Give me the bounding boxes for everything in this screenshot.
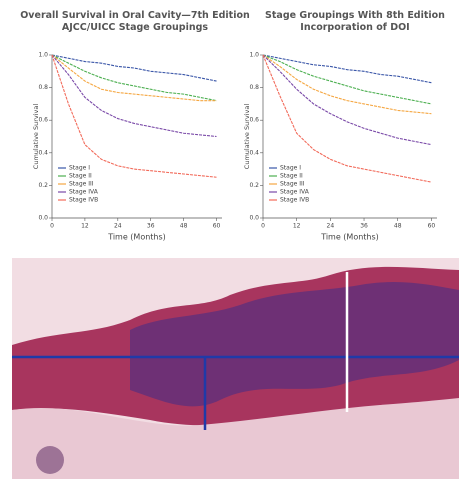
x-tick-label: 0 [261, 223, 265, 230]
survival-line [262, 54, 432, 105]
survival-line [262, 54, 432, 115]
y-tick-label: 0.4 [249, 149, 259, 156]
legend-label: Stage IVA [280, 189, 310, 196]
x-tick-label: 24 [114, 223, 122, 230]
x-tick-label: 24 [327, 223, 335, 230]
y-tick-label: 0.0 [249, 215, 259, 222]
x-tick-label: 48 [394, 223, 402, 230]
survival-line [262, 54, 432, 146]
y-tick-label: 0.2 [38, 182, 48, 189]
legend-label: Stage I [280, 165, 301, 172]
survival-line [51, 54, 217, 178]
legend-label: Stage III [280, 181, 305, 188]
y-tick-label: 0.6 [38, 117, 48, 124]
y-tick-label: 0.2 [249, 182, 259, 189]
legend-label: Stage II [69, 173, 92, 180]
x-tick-label: 48 [180, 223, 188, 230]
y-tick-label: 0.8 [249, 84, 259, 91]
legend-label: Stage I [69, 165, 90, 172]
y-tick-label: 0.6 [249, 117, 259, 124]
legend-label: Stage IVB [69, 197, 98, 204]
survival-line [262, 54, 432, 84]
x-tick-label: 12 [293, 223, 301, 230]
chart-title: Overall Survival in Oral Cavity—7th Edit… [20, 10, 250, 33]
chart-title: Stage Groupings With 8th Edition Incorpo… [265, 10, 445, 33]
survival-line [51, 54, 217, 138]
y-tick-label: 1.0 [249, 52, 259, 59]
x-tick-label: 12 [81, 223, 89, 230]
legend-label: Stage II [280, 173, 303, 180]
legend-label: Stage IVA [69, 189, 99, 196]
x-tick-label: 60 [213, 223, 221, 230]
tissue-fragment [36, 446, 64, 474]
y-tick-label: 0.4 [38, 149, 48, 156]
histology-image [12, 258, 459, 479]
y-tick-label: 0.8 [38, 84, 48, 91]
dysplastic-region [130, 282, 459, 407]
survival-line [51, 54, 217, 102]
survival-line [51, 54, 217, 102]
y-tick-label: 1.0 [38, 52, 48, 59]
x-tick-label: 36 [360, 223, 368, 230]
y-tick-label: 0.0 [38, 215, 48, 222]
legend-label: Stage IVB [280, 197, 309, 204]
y-axis-label: Cumulative Survival [243, 104, 251, 170]
legend-label: Stage III [69, 181, 94, 188]
stroma [12, 398, 459, 479]
x-tick-label: 0 [50, 223, 54, 230]
survival-line [51, 54, 217, 82]
x-axis-label: Time (Months) [320, 233, 379, 242]
x-axis-label: Time (Months) [107, 233, 166, 242]
x-tick-label: 60 [428, 223, 436, 230]
survival-line [262, 54, 432, 183]
y-axis-label: Cumulative Survival [32, 104, 40, 170]
x-tick-label: 36 [147, 223, 155, 230]
